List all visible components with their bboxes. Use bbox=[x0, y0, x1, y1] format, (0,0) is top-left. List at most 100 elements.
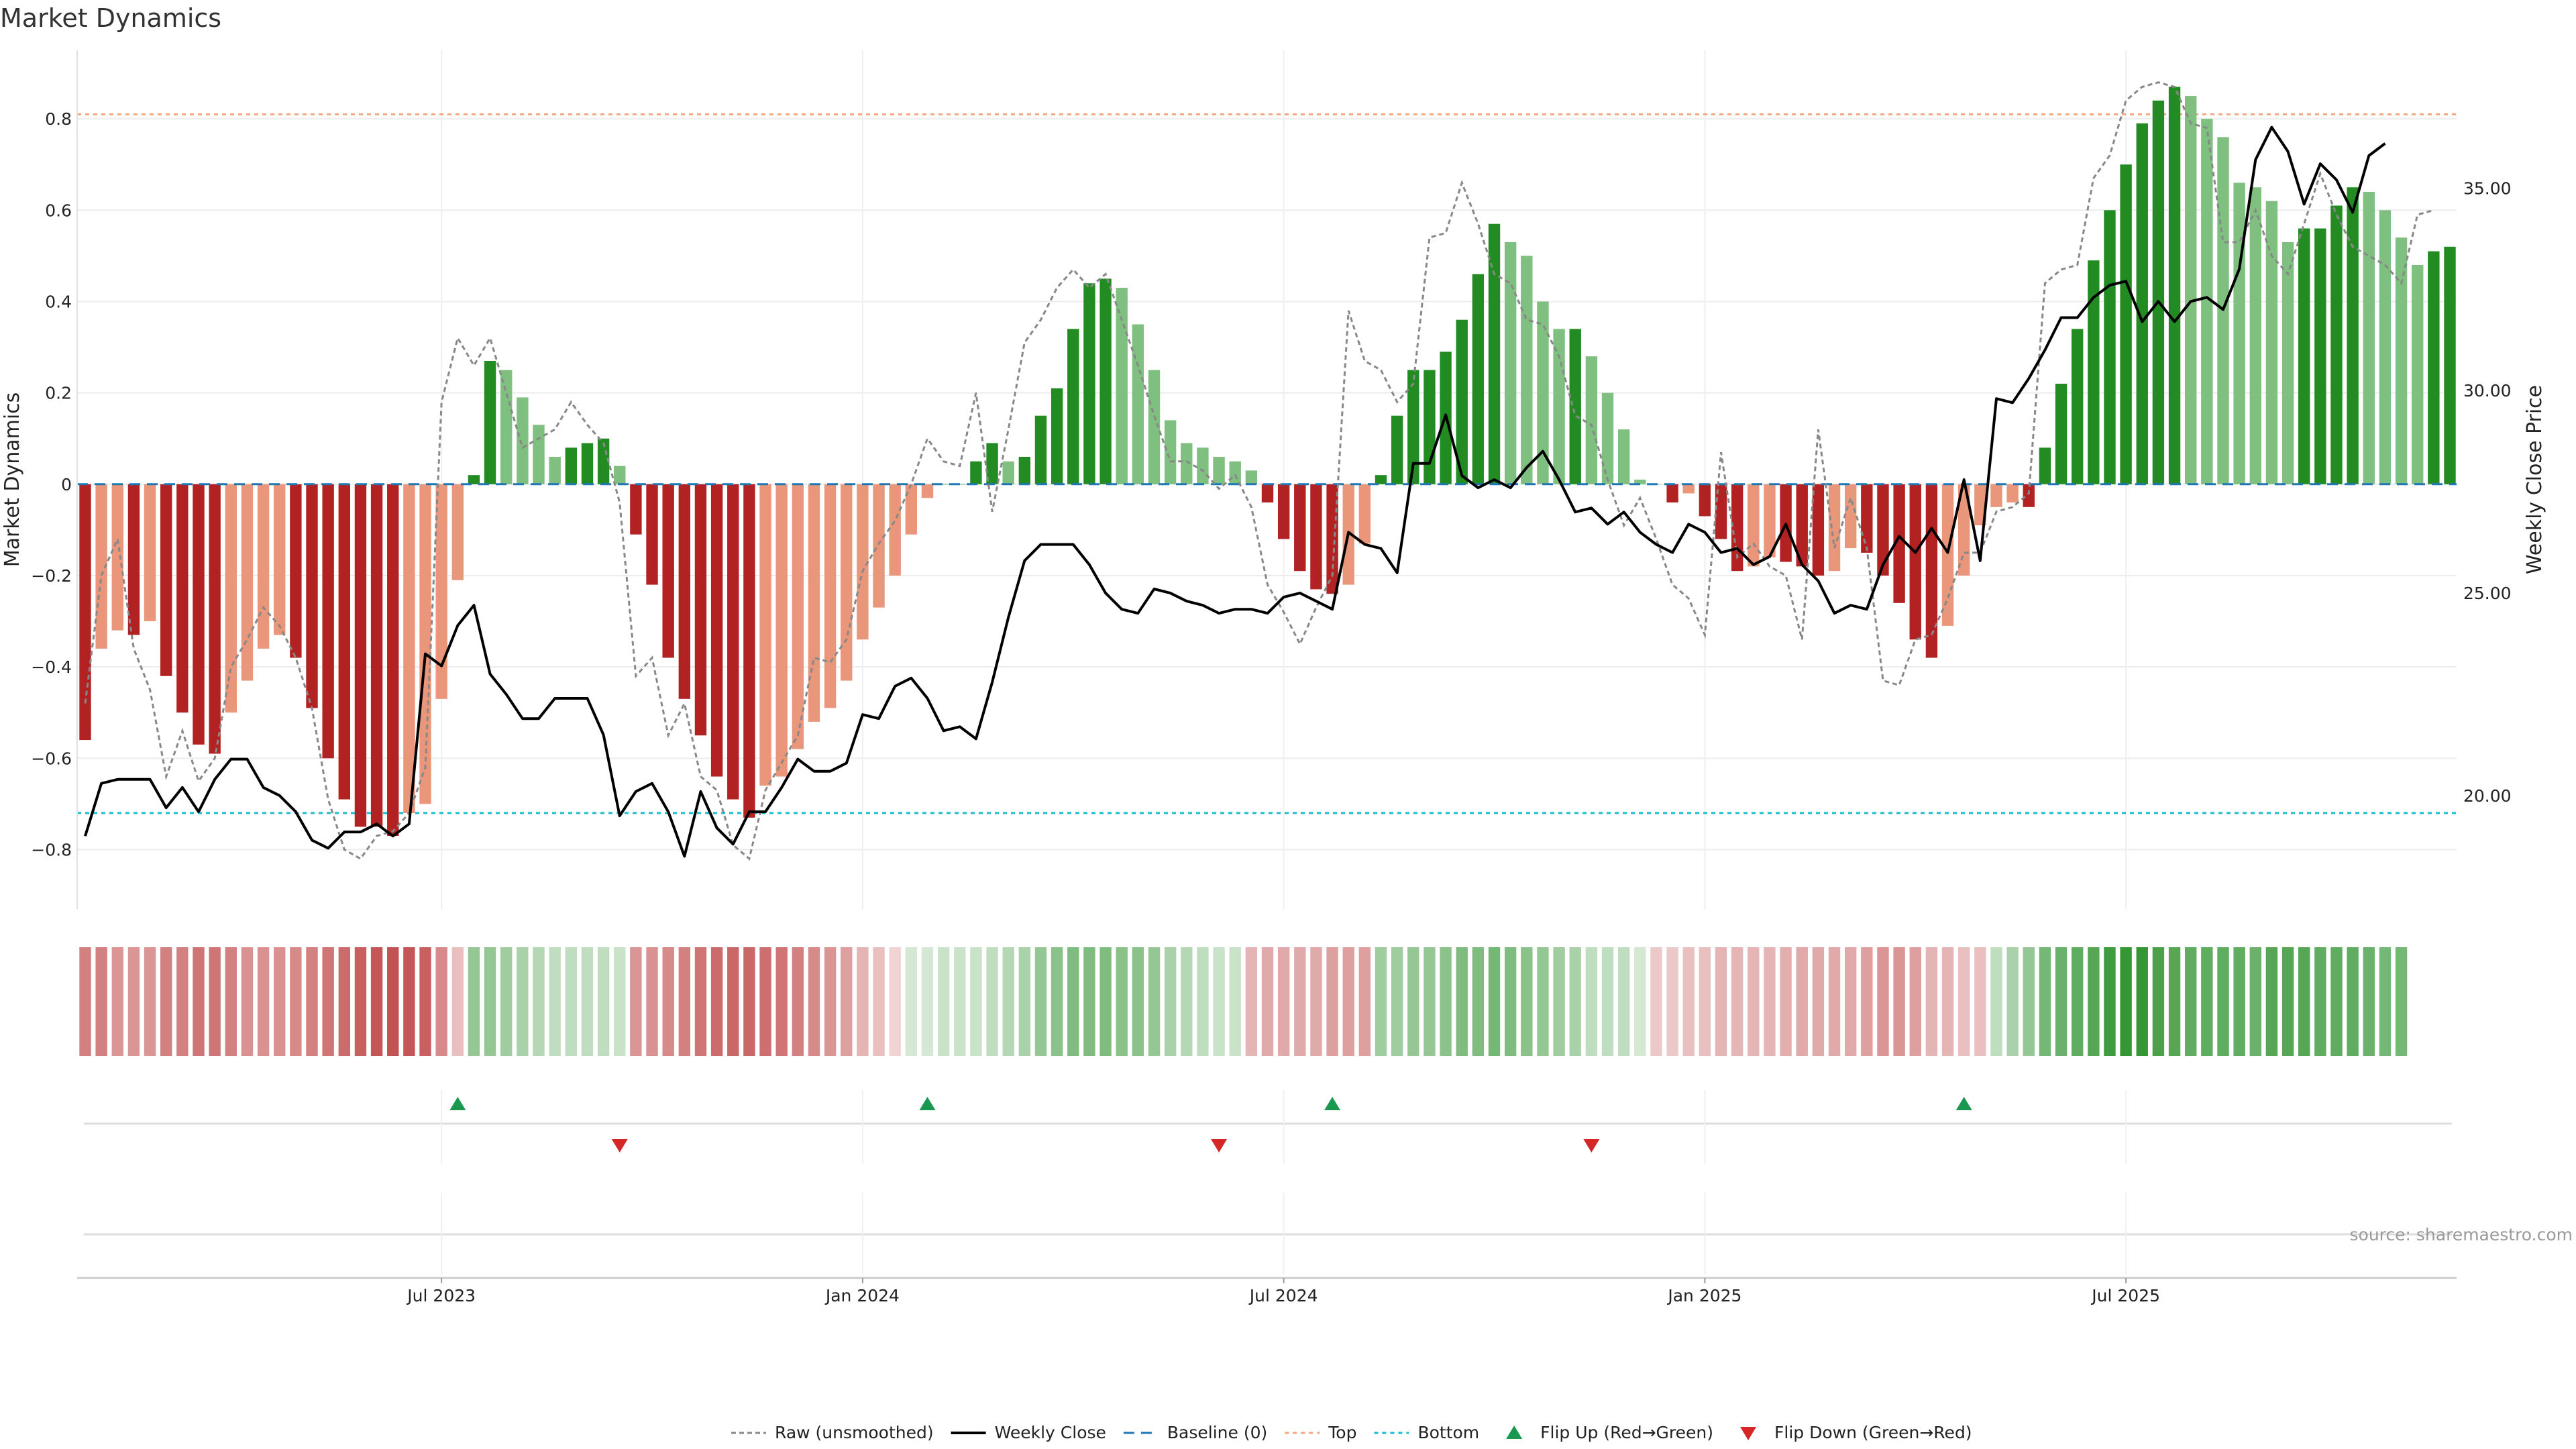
axes: 0.8 0.6 0.4 0.2 0 −0.2 −0.4 −0.6 −0.8 20.00 25.00 3… bbox=[31, 50, 2512, 909]
regime-cell-130 bbox=[2185, 947, 2197, 1056]
regime-cell-58 bbox=[1018, 947, 1031, 1056]
regime-cell-1 bbox=[95, 947, 107, 1056]
regime-cell-57 bbox=[1002, 947, 1014, 1056]
momentum-bar-16 bbox=[338, 484, 350, 800]
momentum-bar-134 bbox=[2249, 187, 2261, 484]
momentum-bar-63 bbox=[1099, 278, 1112, 484]
momentum-bar-146 bbox=[2444, 246, 2456, 484]
regime-cell-29 bbox=[549, 947, 561, 1056]
regime-cell-91 bbox=[1553, 947, 1565, 1056]
weekly-close-series bbox=[84, 125, 2386, 858]
momentum-bar-53 bbox=[937, 484, 950, 485]
momentum-bar-119 bbox=[2006, 484, 2019, 503]
regime-cell-14 bbox=[306, 947, 318, 1056]
momentum-bar-85 bbox=[1456, 319, 1468, 484]
x-tick-label-2: Jul 2024 bbox=[1248, 1286, 1318, 1305]
x-tick-label-4: Jul 2025 bbox=[2090, 1286, 2160, 1305]
legend-item-close: Weekly Close bbox=[951, 1423, 1106, 1442]
legend-label-flip_down: Flip Down (Green→Red) bbox=[1774, 1423, 1972, 1442]
regime-cell-42 bbox=[759, 947, 771, 1056]
legend-swatch-flip-down bbox=[1740, 1427, 1757, 1440]
regime-cell-128 bbox=[2152, 947, 2165, 1056]
momentum-bar-7 bbox=[193, 484, 205, 745]
momentum-bar-48 bbox=[857, 484, 869, 640]
regime-cell-143 bbox=[2395, 947, 2408, 1056]
momentum-bar-135 bbox=[2265, 201, 2278, 484]
flip-down-marker-2 bbox=[1583, 1139, 1600, 1152]
regime-cell-27 bbox=[517, 947, 529, 1056]
momentum-bar-111 bbox=[1877, 484, 1889, 576]
regime-cell-111 bbox=[1877, 947, 1889, 1056]
legend-label-top: Top bbox=[1328, 1423, 1356, 1442]
momentum-bar-128 bbox=[2152, 100, 2165, 484]
regime-cell-69 bbox=[1197, 947, 1209, 1056]
regime-cell-5 bbox=[160, 947, 172, 1056]
momentum-bar-124 bbox=[2088, 260, 2100, 484]
momentum-bar-144 bbox=[2412, 265, 2424, 484]
momentum-bar-110 bbox=[1861, 484, 1873, 553]
regime-cell-95 bbox=[1617, 947, 1630, 1056]
momentum-bar-25 bbox=[484, 360, 496, 484]
regime-cell-98 bbox=[1666, 947, 1678, 1056]
regime-cell-131 bbox=[2201, 947, 2213, 1056]
regime-cell-137 bbox=[2298, 947, 2310, 1056]
regime-cell-31 bbox=[581, 947, 594, 1056]
regime-cell-132 bbox=[2217, 947, 2229, 1056]
regime-cell-23 bbox=[451, 947, 464, 1056]
regime-cell-120 bbox=[2023, 947, 2035, 1056]
regime-cell-126 bbox=[2120, 947, 2132, 1056]
flip-down-marker-1 bbox=[1211, 1139, 1228, 1152]
regime-cell-26 bbox=[500, 947, 513, 1056]
regime-cell-25 bbox=[484, 947, 496, 1056]
momentum-bar-15 bbox=[322, 484, 334, 759]
momentum-bar-22 bbox=[435, 484, 447, 699]
raw-series bbox=[84, 81, 2434, 861]
chart-title: Market Dynamics bbox=[0, 3, 221, 33]
threshold-lines bbox=[77, 113, 2457, 814]
momentum-bar-103 bbox=[1748, 484, 1760, 567]
regime-cell-83 bbox=[1424, 947, 1436, 1056]
regime-cell-109 bbox=[1844, 947, 1857, 1056]
momentum-bar-59 bbox=[1034, 415, 1047, 484]
regime-cell-89 bbox=[1521, 947, 1533, 1056]
regime-cell-80 bbox=[1375, 947, 1387, 1056]
regime-cell-140 bbox=[2347, 947, 2359, 1056]
momentum-bar-33 bbox=[614, 466, 626, 484]
regime-cell-124 bbox=[2088, 947, 2100, 1056]
regime-cell-76 bbox=[1310, 947, 1322, 1056]
regime-cell-87 bbox=[1488, 947, 1501, 1056]
regime-cell-48 bbox=[857, 947, 869, 1056]
regime-cell-117 bbox=[1974, 947, 1986, 1056]
flip-markers-panel bbox=[84, 1090, 2452, 1164]
y-tick-label-3: 0.2 bbox=[45, 384, 72, 403]
momentum-bar-106 bbox=[1796, 484, 1808, 567]
legend-label-bottom: Bottom bbox=[1417, 1423, 1479, 1442]
momentum-bar-71 bbox=[1229, 461, 1241, 484]
momentum-bar-27 bbox=[517, 397, 529, 484]
regime-cell-133 bbox=[2233, 947, 2245, 1056]
momentum-bar-136 bbox=[2282, 241, 2294, 484]
regime-cell-108 bbox=[1828, 947, 1841, 1056]
regime-cell-33 bbox=[614, 947, 626, 1056]
regime-cell-43 bbox=[775, 947, 788, 1056]
regime-cell-92 bbox=[1569, 947, 1581, 1056]
momentum-bar-92 bbox=[1569, 329, 1581, 484]
regime-cell-81 bbox=[1391, 947, 1403, 1056]
regime-cell-134 bbox=[2249, 947, 2261, 1056]
regime-cell-96 bbox=[1634, 947, 1646, 1056]
regime-cell-103 bbox=[1748, 947, 1760, 1056]
momentum-bar-55 bbox=[970, 461, 982, 484]
momentum-bar-47 bbox=[841, 484, 853, 681]
momentum-bar-46 bbox=[824, 484, 837, 708]
momentum-bar-36 bbox=[662, 484, 674, 658]
momentum-bar-94 bbox=[1601, 392, 1614, 484]
y-tick-label-4: 0 bbox=[61, 475, 72, 494]
legend-item-flip_up: Flip Up (Red→Green) bbox=[1506, 1423, 1713, 1442]
momentum-bar-123 bbox=[2072, 329, 2084, 484]
regime-cell-99 bbox=[1682, 947, 1695, 1056]
regime-cell-72 bbox=[1245, 947, 1258, 1056]
flip-up-marker-3 bbox=[1955, 1097, 1972, 1110]
regime-cell-110 bbox=[1861, 947, 1873, 1056]
regime-cell-74 bbox=[1277, 947, 1290, 1056]
regime-cell-46 bbox=[824, 947, 837, 1056]
